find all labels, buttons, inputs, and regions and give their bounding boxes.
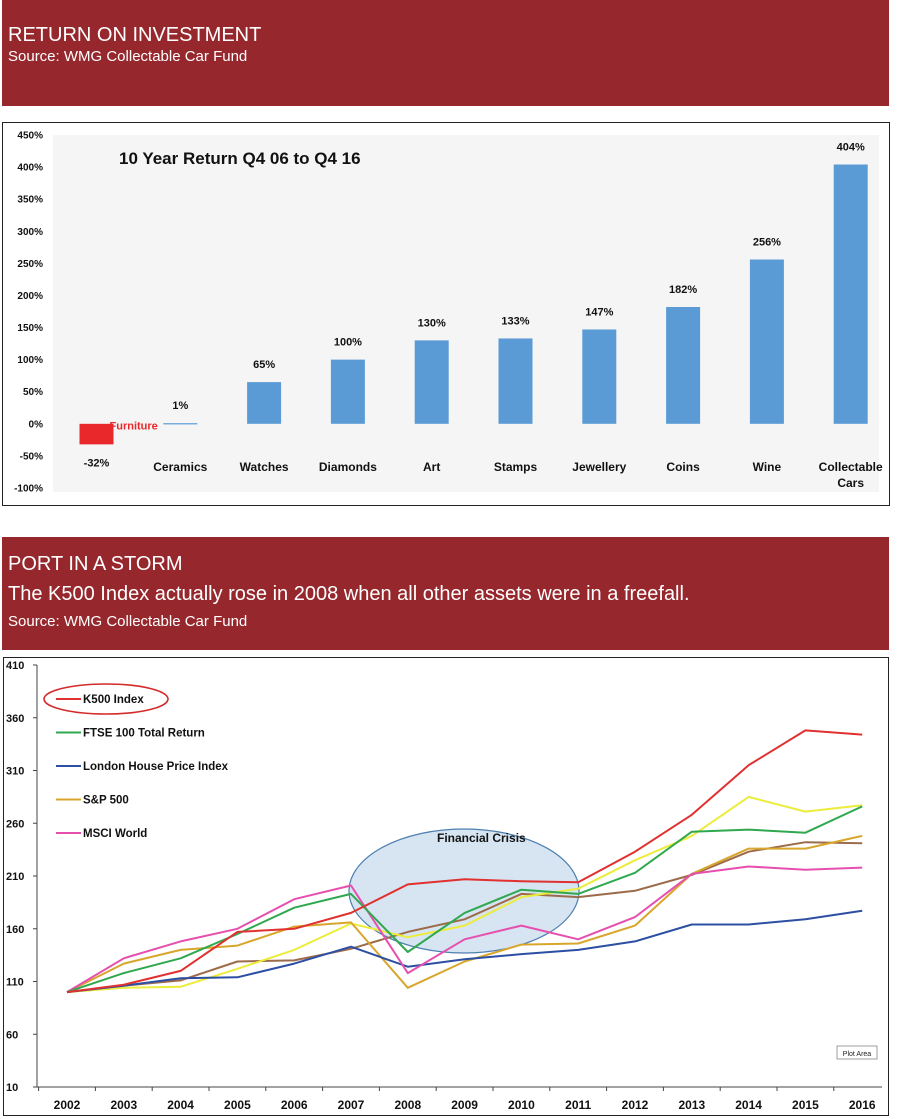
plot-area-tag-box <box>836 1045 878 1060</box>
x-tick-label: 2003 <box>110 1098 137 1112</box>
x-tick-label: 2016 <box>849 1098 876 1112</box>
legend-label: London House Price Index <box>83 761 229 773</box>
bar-value-label: 256% <box>753 237 781 249</box>
legend-label: S&P 500 <box>83 795 129 807</box>
storm-source: Source: WMG Collectable Car Fund <box>8 613 248 630</box>
bar-ceramics <box>163 423 198 425</box>
x-tick-label: 2004 <box>167 1098 194 1112</box>
y-tick-label: 210 <box>6 871 24 883</box>
index-line-chart: 10 60 110 160 210 260 310 360 410 2002 2003 2004 200… <box>6 660 882 1112</box>
bar-value-label: 182% <box>669 284 697 296</box>
y-tick-label: 450% <box>17 131 43 142</box>
category-label: Cars <box>837 476 864 490</box>
plot-area-tag-label: Plot Area <box>843 1051 872 1058</box>
storm-heading: PORT IN A STORM <box>8 553 183 575</box>
category-label: Art <box>423 460 440 474</box>
y-tick-label: -50% <box>20 451 43 462</box>
y-tick-label: 160 <box>6 924 24 936</box>
bar-value-label: 147% <box>585 306 613 318</box>
storm-subheading: The K500 Index actually rose in 2008 whe… <box>8 583 690 605</box>
y-tick-label: 100% <box>17 355 43 366</box>
category-label: Stamps <box>494 460 538 474</box>
roi-bar-chart: -100% -50% 0% 50% 100% 150% 200% 250% 300% 350% 40… <box>14 131 883 495</box>
y-tick-label: 110 <box>6 977 24 989</box>
x-tick-label: 2007 <box>338 1098 365 1112</box>
bar-value-label: 100% <box>334 337 362 349</box>
plot-area-tag: Plot Area <box>836 1045 878 1060</box>
storm-banner: PORT IN A STORM The K500 Index actually … <box>2 537 889 650</box>
bar-stamps <box>498 338 533 424</box>
bar-wine <box>749 259 784 424</box>
legend-highlight-ellipse <box>43 683 169 715</box>
y-tick-label: 200% <box>17 291 43 302</box>
bar-value-label: 65% <box>253 359 275 371</box>
y-tick-label: 360 <box>6 713 24 725</box>
roi-heading: RETURN ON INVESTMENT <box>8 24 262 46</box>
y-tick-label: 310 <box>6 766 24 778</box>
series-line-s-p-500 <box>66 834 863 993</box>
x-tick-label: 2015 <box>792 1098 819 1112</box>
x-tick-label: 2012 <box>622 1098 649 1112</box>
roi-banner: RETURN ON INVESTMENT Source: WMG Collect… <box>2 0 889 106</box>
x-tick-label: 2008 <box>394 1098 421 1112</box>
bar-value-label: 133% <box>501 315 529 327</box>
category-label: Coins <box>666 460 700 474</box>
legend-label: FTSE 100 Total Return <box>83 728 205 740</box>
bar-value-label: 404% <box>837 142 865 154</box>
series-line-unlabeled-6 <box>66 841 863 994</box>
category-label-inline: Furniture <box>110 420 158 432</box>
x-tick-label: 2006 <box>281 1098 308 1112</box>
bar-art <box>414 340 449 424</box>
series-line-london-house-price-index <box>66 909 863 994</box>
bar-diamonds <box>330 359 365 424</box>
y-tick-label: 10 <box>6 1082 18 1094</box>
y-tick-label: 250% <box>17 259 43 270</box>
legend-label: MSCI World <box>83 828 147 840</box>
x-tick-label: 2002 <box>54 1098 81 1112</box>
category-label: Ceramics <box>153 460 207 474</box>
series-line-k500-index <box>66 729 863 994</box>
financial-crisis-ellipse <box>348 828 580 954</box>
y-tick-label: 150% <box>17 323 43 334</box>
category-label: Wine <box>753 460 782 474</box>
y-tick-label: 300% <box>17 227 43 238</box>
series-line-unlabeled-5 <box>66 795 863 994</box>
roi-chart-panel: -100% -50% 0% 50% 100% 150% 200% 250% 300% 350% 40… <box>2 122 890 506</box>
x-tick-label: 2011 <box>565 1098 591 1112</box>
x-tick-label: 2005 <box>224 1098 251 1112</box>
category-label: Diamonds <box>319 460 377 474</box>
series-line-ftse-100-total-return <box>66 805 863 994</box>
y-tick-label: 50% <box>23 387 43 398</box>
bar-jewellery <box>582 329 617 424</box>
chart-title: 10 Year Return Q4 06 to Q4 16 <box>119 149 361 168</box>
bar-furniture <box>79 423 114 445</box>
y-tick-label: 410 <box>6 660 24 672</box>
bar-value-label: 130% <box>418 317 446 329</box>
y-tick-label: 400% <box>17 163 43 174</box>
bar-collectable-cars <box>833 164 868 424</box>
bar-value-label: 1% <box>172 400 188 412</box>
x-tick-label: 2009 <box>451 1098 478 1112</box>
category-label: Jewellery <box>572 460 626 474</box>
category-label: Watches <box>240 460 289 474</box>
y-tick-label: 60 <box>6 1029 18 1041</box>
y-tick-label: 350% <box>17 195 43 206</box>
y-tick-label: 260 <box>6 818 24 830</box>
y-tick-label: 0% <box>29 419 44 430</box>
bar-watches <box>247 382 282 424</box>
roi-source: Source: WMG Collectable Car Fund <box>8 48 248 65</box>
annotation-financial-crisis: Financial Crisis <box>437 831 526 845</box>
legend-label: K500 Index <box>83 694 144 706</box>
storm-chart-panel: 10 60 110 160 210 260 310 360 410 2002 2003 2004 200… <box>3 657 889 1116</box>
y-tick-label: -100% <box>14 484 43 495</box>
series-line-msci-world <box>66 865 863 993</box>
bar-coins <box>666 307 701 424</box>
x-tick-label: 2014 <box>735 1098 762 1112</box>
category-label: Collectable <box>819 460 883 474</box>
x-tick-label: 2013 <box>678 1098 705 1112</box>
x-tick-label: 2010 <box>508 1098 535 1112</box>
bar-value-label: -32% <box>84 457 110 469</box>
plot-area <box>53 135 879 492</box>
